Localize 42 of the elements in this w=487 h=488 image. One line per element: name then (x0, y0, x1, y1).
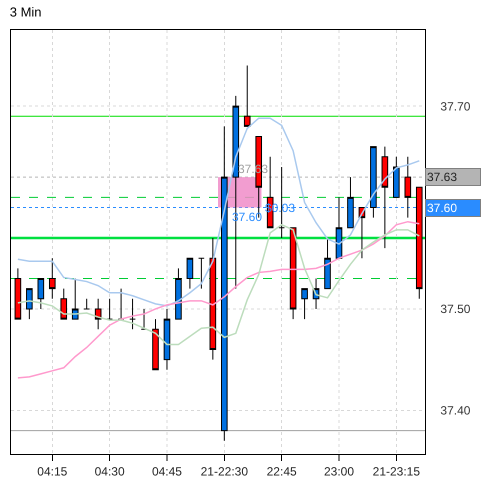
candlestick (175, 268, 182, 320)
candlestick (60, 288, 68, 320)
x-tick-label: 22:45 (266, 464, 297, 478)
candlestick (26, 288, 33, 320)
candlestick (83, 298, 90, 310)
candlestick (324, 237, 331, 290)
y-tick-label: 37.70 (440, 99, 471, 114)
x-tick-label: 04:45 (152, 464, 182, 478)
candlestick (198, 258, 205, 290)
candlestick (336, 196, 342, 259)
candlestick (129, 298, 136, 330)
candlestick (370, 146, 377, 218)
line-series (17, 118, 420, 307)
candlestick (301, 288, 308, 320)
candlestick (382, 146, 388, 249)
candlestick (140, 308, 148, 330)
candlestick (347, 176, 354, 228)
x-tick-label: 04:30 (94, 464, 125, 478)
candlestick (416, 186, 423, 300)
candlestick (14, 268, 22, 320)
y-tick-label: 37.50 (440, 302, 471, 316)
ref-line-label: 37.60 (427, 201, 458, 215)
y-tick-label: 37.40 (440, 404, 471, 418)
line-series (17, 224, 420, 346)
x-tick-label: 21-23:15 (372, 464, 420, 478)
x-tick-label: 21-22:30 (200, 464, 248, 478)
candlestick (106, 298, 113, 320)
chart-title: 3 Min (10, 4, 42, 20)
candlestick (48, 258, 56, 300)
candlestick (404, 156, 412, 218)
candlestick (290, 227, 296, 320)
ref-line-label: 37.63 (427, 170, 458, 184)
candlestick (393, 156, 400, 198)
candlestick (186, 258, 194, 290)
candlestick (38, 278, 44, 310)
x-tick-label: 23:00 (324, 464, 354, 478)
candlestick (244, 65, 251, 127)
candlestick (164, 308, 170, 370)
candlestick (210, 237, 216, 360)
candlestick (152, 318, 159, 370)
line-series (17, 220, 420, 379)
x-tick-label: 04:15 (37, 464, 68, 478)
